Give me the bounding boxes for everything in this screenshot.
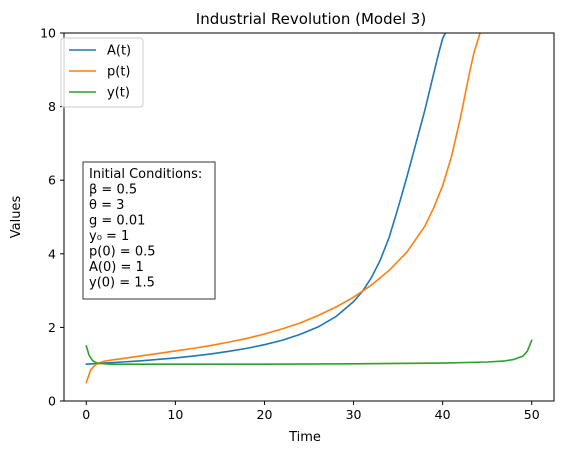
annotation-frame	[82, 161, 216, 300]
x-axis: 0 10 20 30 40 50	[82, 401, 540, 422]
x-tick-label: 30	[346, 407, 362, 422]
y-tick-label: 6	[48, 173, 56, 188]
y-tick-label: 8	[48, 99, 56, 114]
initial-conditions-box: Initial Conditions:β = 0.5θ = 3g = 0.01y…	[82, 161, 216, 300]
y-tick-label: 2	[48, 320, 56, 335]
annotation-line: Initial Conditions:	[89, 167, 202, 182]
x-tick-label: 10	[167, 407, 183, 422]
series-line-2	[85, 33, 481, 384]
series-line-1	[85, 33, 447, 366]
series-line-3	[85, 339, 533, 366]
legend-label-1: A(t)	[107, 44, 131, 59]
x-axis-label: Time	[288, 430, 321, 445]
legend-label-3: y(t)	[107, 86, 130, 101]
y-tick-label: 10	[40, 26, 56, 41]
x-tick-label: 0	[82, 407, 90, 422]
annotation-line: y₀ = 1	[89, 229, 129, 244]
x-tick-label: 40	[435, 407, 451, 422]
y-axis-label: Values	[9, 196, 24, 239]
annotation-line: A(0) = 1	[89, 260, 144, 275]
y-tick-label: 0	[48, 394, 56, 409]
annotation-line: β = 0.5	[89, 183, 137, 198]
annotation-line: θ = 3	[89, 198, 124, 213]
chart-title: Industrial Revolution (Model 3)	[196, 10, 426, 28]
y-tick-label: 4	[48, 246, 56, 261]
y-axis: 0 2 4 6 8 10	[40, 26, 64, 409]
series-layer	[85, 33, 533, 384]
annotation-line: p(0) = 0.5	[89, 245, 156, 260]
annotation-line: g = 0.01	[89, 214, 145, 229]
legend: A(t) p(t) y(t)	[60, 37, 144, 108]
x-tick-label: 50	[524, 407, 540, 422]
x-tick-label: 20	[257, 407, 273, 422]
annotation-line: y(0) = 1.5	[89, 276, 155, 291]
legend-box	[60, 37, 144, 108]
plot-frame	[63, 32, 555, 402]
legend-label-2: p(t)	[107, 65, 131, 80]
